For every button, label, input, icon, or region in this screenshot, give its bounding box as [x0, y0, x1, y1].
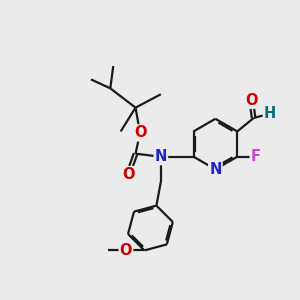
Text: O: O [120, 243, 132, 258]
Text: O: O [122, 167, 134, 182]
Text: O: O [245, 93, 257, 108]
Text: O: O [134, 125, 146, 140]
Text: H: H [264, 106, 276, 121]
Text: N: N [209, 162, 222, 177]
Text: N: N [154, 149, 167, 164]
Text: F: F [251, 149, 261, 164]
